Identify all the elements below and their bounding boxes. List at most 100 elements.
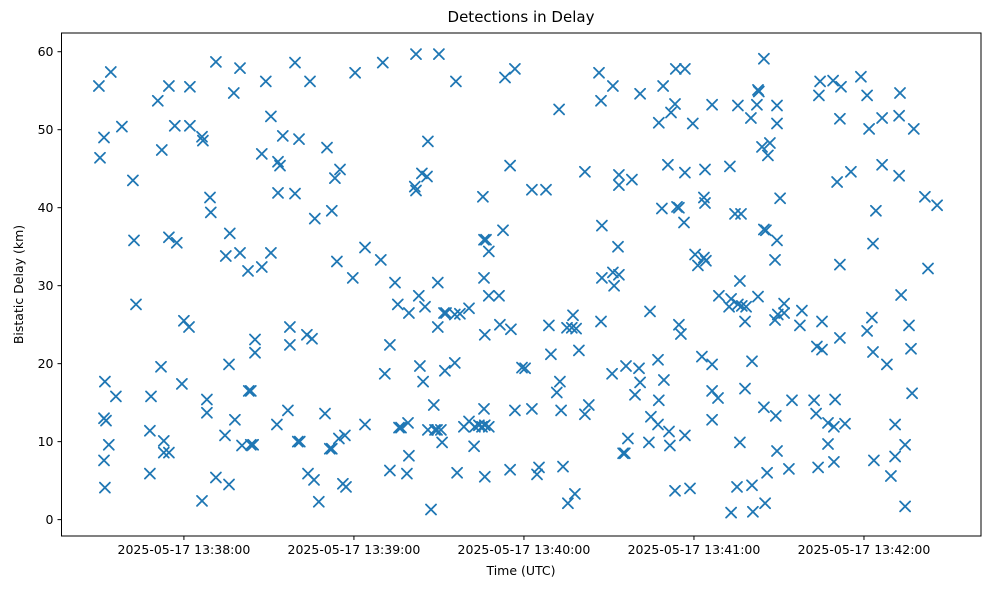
data-point-marker [663,425,675,438]
data-point-marker [391,298,404,311]
data-point-marker [593,66,605,79]
data-point-marker [771,308,784,321]
data-point-marker [463,302,475,315]
data-point-marker [664,439,676,452]
data-point-marker [183,80,196,93]
data-point-marker [686,117,699,130]
data-point-marker [606,367,618,380]
data-point-marker [579,165,591,178]
data-point-marker [259,75,272,88]
data-point-marker [554,375,566,388]
data-point-marker [308,212,321,225]
data-point-marker [283,338,296,351]
data-point-marker [321,141,333,154]
data-point-marker [760,224,772,237]
data-point-marker [678,216,690,229]
data-point-marker [128,234,140,247]
data-point-marker [839,417,851,430]
data-point-marker [249,346,261,359]
data-point-marker [425,503,437,516]
data-point-marker [157,434,170,447]
data-point-marker [739,315,751,328]
data-point-marker [421,170,433,183]
data-point-marker [596,219,608,232]
data-point-marker [223,358,235,371]
data-point-marker [545,348,557,361]
data-point-marker [771,445,783,457]
data-point-marker [242,264,254,277]
data-point-marker [143,424,156,437]
data-point-marker [751,98,763,111]
data-point-marker [885,470,897,482]
data-point-marker [504,323,517,336]
data-point-marker [652,394,665,407]
data-point-marker [816,315,828,328]
data-point-marker [861,324,873,337]
data-point-marker [451,466,464,479]
data-point-marker [319,407,331,420]
data-point-marker [613,179,625,192]
data-point-marker [622,432,634,445]
data-point-marker [596,271,608,284]
data-point-marker [93,80,105,92]
data-point-marker [330,255,343,268]
data-point-marker [281,404,294,417]
data-point-marker [402,307,415,319]
data-point-marker [669,63,682,75]
data-point-marker [555,404,567,417]
data-point-marker [745,112,757,124]
data-point-marker [562,497,574,510]
data-point-marker [402,416,414,429]
y-tick-label: 60 [38,44,54,59]
data-point-marker [831,176,843,188]
data-point-marker [162,231,175,244]
data-point-marker [652,418,664,431]
data-point-marker [656,202,668,215]
data-point-marker [626,173,638,186]
data-point-marker [634,376,646,389]
data-point-marker [236,439,248,452]
data-point-marker [421,135,434,148]
data-point-marker [724,160,736,173]
data-point-marker [183,119,196,132]
data-point-marker [482,245,495,258]
data-point-marker [478,233,490,246]
data-point-marker [102,438,115,451]
data-point-marker [234,62,246,74]
data-point-marker [732,99,744,112]
data-point-marker [349,66,362,79]
data-point-marker [612,240,624,253]
data-point-marker [255,147,268,160]
data-point-marker [684,482,696,495]
data-point-marker [906,387,918,400]
data-point-marker [783,462,795,475]
data-point-marker [899,438,911,451]
data-point-marker [712,392,724,404]
data-point-marker [679,63,691,75]
data-point-marker [323,442,336,455]
data-point-marker [762,149,774,162]
data-point-marker [378,367,391,380]
data-point-marker [907,122,920,135]
data-point-marker [822,438,834,450]
data-point-marker [810,407,822,420]
data-point-marker [264,110,277,123]
data-point-marker [340,480,352,493]
data-point-marker [669,484,681,497]
data-point-marker [293,133,305,146]
data-point-marker [675,328,687,340]
data-point-marker [480,233,492,246]
data-point-marker [867,346,879,358]
data-point-marker [893,169,905,182]
data-point-marker [881,358,893,371]
data-point-marker [145,390,157,403]
data-point-marker [227,87,240,99]
data-point-marker [829,393,841,406]
data-point-marker [922,262,934,275]
data-point-marker [509,404,521,417]
data-point-marker [699,163,711,176]
data-point-marker [895,289,907,301]
data-point-marker [889,418,901,431]
y-tick-label: 50 [38,122,54,137]
data-point-marker [679,429,691,442]
